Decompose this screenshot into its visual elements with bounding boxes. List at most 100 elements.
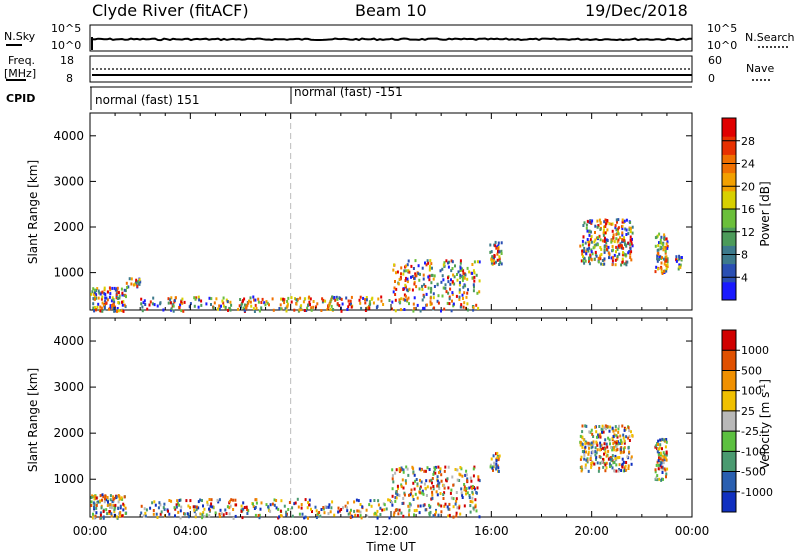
data-cell [95, 504, 98, 507]
data-cell [294, 297, 296, 301]
data-cell [596, 219, 599, 223]
data-cell [112, 306, 115, 310]
data-cell [195, 508, 198, 512]
data-cell [465, 492, 467, 496]
data-cell [109, 503, 112, 507]
data-cell [439, 269, 442, 273]
data-cell [413, 280, 416, 284]
data-cell [459, 266, 462, 270]
data-cell [654, 468, 657, 472]
data-cell [95, 502, 98, 506]
colorbar-swatch [722, 136, 736, 155]
data-cell [629, 256, 632, 259]
data-cell [211, 505, 214, 509]
data-cell [444, 286, 447, 290]
data-cell [364, 309, 367, 312]
data-cell [309, 297, 312, 301]
data-cell [173, 299, 176, 302]
data-cell [400, 272, 402, 276]
data-cell [404, 294, 407, 298]
data-cell [205, 302, 208, 306]
data-cell [455, 499, 458, 503]
data-cell [459, 473, 462, 477]
data-cell [447, 507, 450, 511]
data-cell [666, 246, 669, 250]
data-cell [460, 491, 463, 495]
data-cell [403, 491, 406, 495]
data-cell [435, 510, 437, 514]
data-cell [382, 303, 385, 306]
nsearch-tick-low: 10^0 [707, 39, 737, 52]
data-cell [468, 494, 471, 497]
data-cell [582, 224, 585, 227]
x-tick-label: 08:00 [273, 524, 308, 538]
data-cell [215, 297, 218, 301]
data-cell [398, 298, 401, 302]
data-cell [657, 447, 660, 451]
data-cell [400, 297, 403, 301]
colorbar-tick-label: -25 [741, 425, 759, 438]
data-cell [497, 250, 499, 253]
data-cell [414, 274, 417, 278]
data-cell [597, 260, 600, 264]
data-cell [203, 515, 206, 519]
data-cell [605, 466, 608, 470]
data-cell [659, 245, 662, 249]
colorbar-tick-label: 100 [741, 385, 762, 398]
data-cell [679, 263, 682, 267]
data-cell [356, 509, 359, 513]
data-cell [388, 516, 391, 520]
data-cell [93, 297, 96, 301]
data-cell [339, 297, 342, 300]
data-cell [250, 304, 253, 308]
data-cell [350, 305, 353, 309]
data-cell [405, 481, 407, 485]
data-cell [450, 269, 453, 273]
data-cell [586, 219, 589, 223]
data-cell [611, 466, 614, 470]
data-cell [610, 256, 613, 260]
data-cell [606, 239, 609, 242]
data-cell [493, 461, 496, 465]
data-cell [665, 475, 667, 479]
data-cell [394, 496, 397, 500]
data-cell [329, 308, 332, 311]
data-cell [136, 284, 139, 288]
data-cell [613, 445, 615, 449]
data-cell [590, 464, 593, 467]
data-cell [619, 447, 622, 451]
data-cell [421, 284, 423, 288]
data-cell [230, 498, 233, 502]
data-cell [611, 222, 614, 226]
data-cell [102, 510, 105, 513]
data-cell [603, 245, 606, 249]
data-cell [93, 516, 96, 520]
data-cell [340, 297, 343, 301]
data-cell [603, 426, 606, 430]
data-cell [599, 461, 602, 465]
data-cell [280, 297, 283, 301]
data-cell [452, 515, 455, 519]
data-cell [141, 309, 144, 313]
data-cell [678, 256, 681, 260]
data-cell [303, 516, 306, 520]
data-cell [395, 496, 398, 500]
data-cell [461, 293, 464, 297]
data-cell [122, 502, 125, 506]
data-cell [106, 290, 109, 294]
data-cell [602, 446, 604, 450]
data-cell [586, 460, 589, 464]
data-cell [111, 500, 114, 503]
data-cell [666, 467, 669, 471]
data-cell [461, 496, 464, 499]
data-cell [315, 305, 317, 309]
data-cell [448, 513, 451, 517]
data-cell [420, 480, 423, 484]
data-cell [471, 490, 474, 494]
data-cell [472, 508, 475, 512]
data-cell [369, 302, 372, 306]
data-cell [118, 497, 121, 501]
data-cell [604, 218, 607, 222]
data-cell [597, 224, 600, 228]
